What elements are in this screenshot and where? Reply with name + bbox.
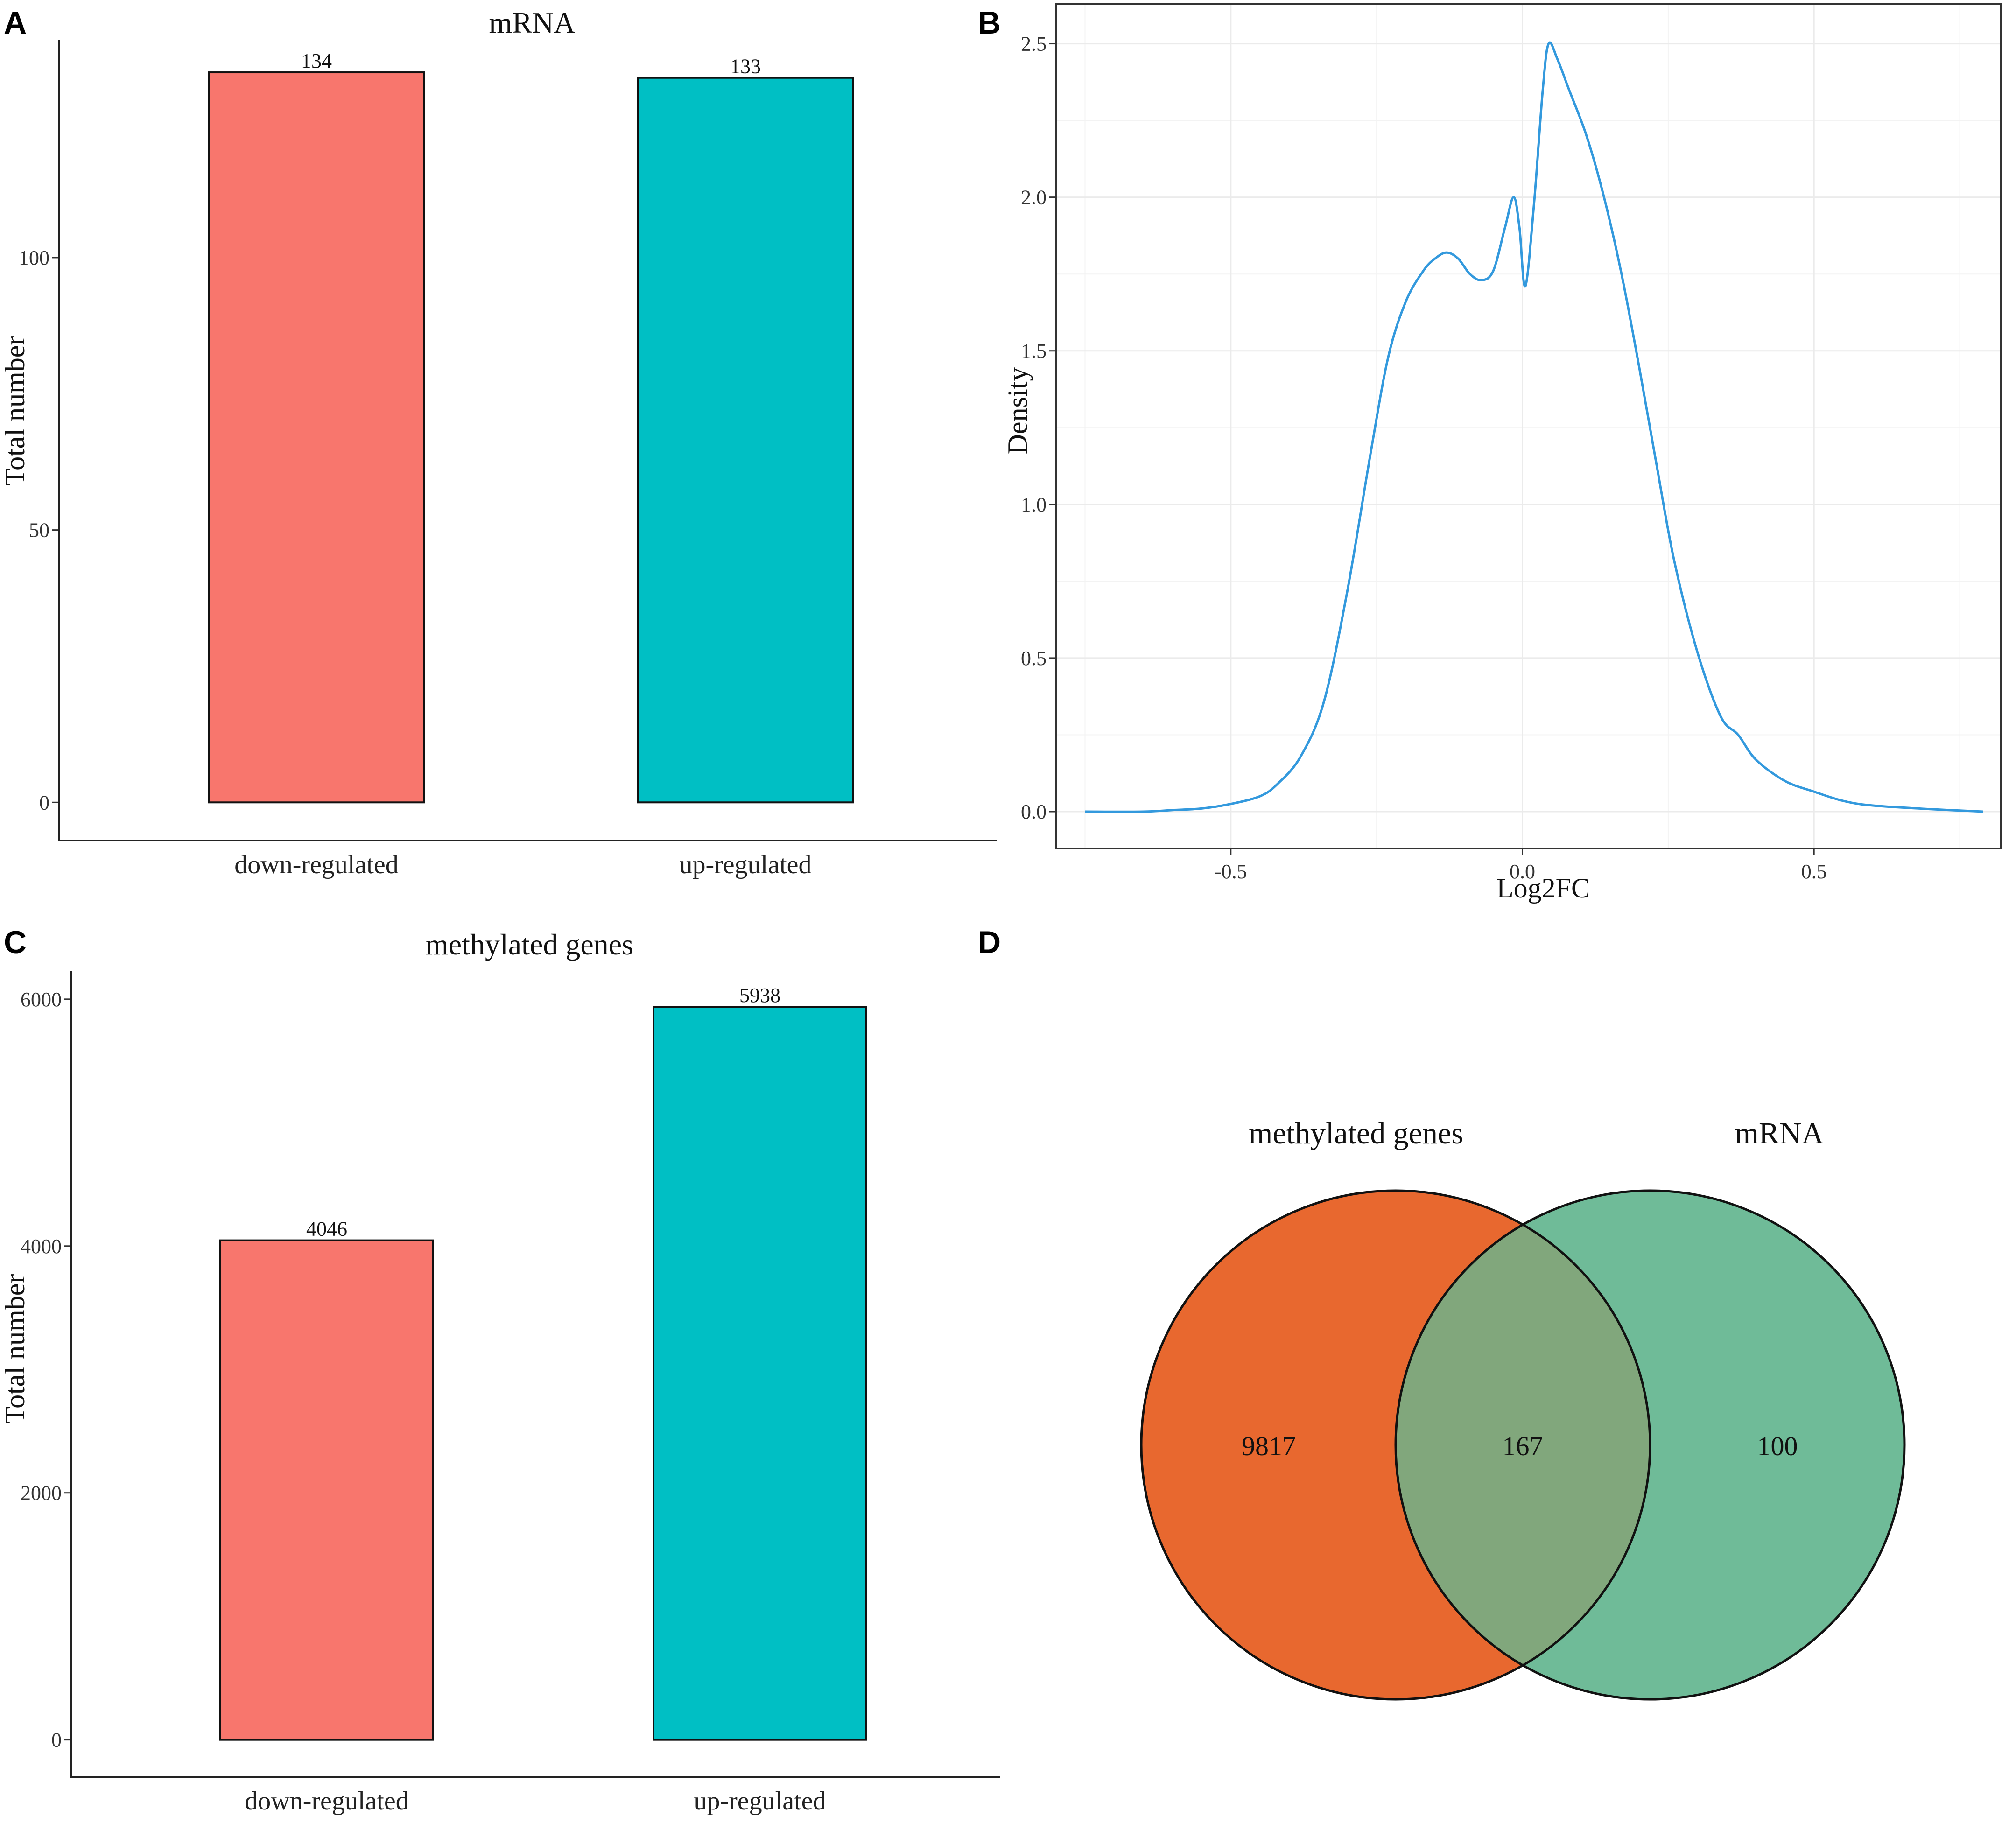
venn-value-only-methylated: 9817 bbox=[1242, 1431, 1296, 1461]
bar-value-label: 5938 bbox=[739, 984, 780, 1007]
panel-letter-a: A bbox=[4, 5, 27, 41]
x-category-label: up-regulated bbox=[680, 850, 812, 879]
panel-d: D methylated genes mRNA 9817 167 100 bbox=[978, 925, 1906, 1701]
bar-value-label: 133 bbox=[730, 55, 761, 78]
venn-value-only-mrna: 100 bbox=[1757, 1431, 1798, 1461]
panel-letter-d: D bbox=[978, 925, 1001, 960]
y-tick-label: 1.0 bbox=[1021, 493, 1047, 516]
x-tick-label: 0.5 bbox=[1801, 860, 1827, 883]
venn-circle-methylated-genes-outline bbox=[1140, 1189, 1651, 1701]
x-category-label: down-regulated bbox=[245, 1787, 408, 1816]
bar-down-regulated bbox=[219, 1239, 434, 1741]
y-tick-label: 1.5 bbox=[1021, 340, 1047, 363]
panel-b-grid bbox=[1056, 4, 2001, 848]
y-tick-label: 2.0 bbox=[1021, 186, 1047, 209]
panel-b-x-ticks: -0.5 0.0 0.5 bbox=[1215, 848, 1827, 883]
bar-up-regulated bbox=[653, 1006, 867, 1741]
panel-letter-c: C bbox=[4, 925, 27, 960]
y-tick-label: 100 bbox=[19, 246, 49, 269]
venn-intersection bbox=[1395, 1224, 1651, 1666]
x-category-label: up-regulated bbox=[694, 1787, 826, 1816]
venn-circle-mrna-outline bbox=[1394, 1189, 1906, 1701]
bar-down-regulated bbox=[208, 71, 425, 804]
bar-up-regulated bbox=[637, 77, 854, 804]
y-tick-label: 0 bbox=[51, 1729, 62, 1752]
panel-c-title: methylated genes bbox=[425, 928, 633, 961]
venn-label-methylated-genes: methylated genes bbox=[1249, 1116, 1463, 1150]
bar-value-label: 4046 bbox=[306, 1218, 347, 1241]
y-tick-label: 2.5 bbox=[1021, 33, 1047, 56]
panel-b-x-label: Log2FC bbox=[1496, 873, 1590, 904]
venn-value-intersection: 167 bbox=[1503, 1431, 1543, 1461]
bar-value-label: 134 bbox=[301, 49, 332, 72]
venn-label-mrna: mRNA bbox=[1735, 1116, 1824, 1150]
x-tick-label: 0.0 bbox=[1510, 860, 1535, 883]
panel-b-y-label: Density bbox=[1002, 367, 1033, 455]
y-tick-label: 0 bbox=[39, 791, 49, 814]
x-tick-label: -0.5 bbox=[1215, 860, 1247, 883]
panel-a-y-ticks: 0 50 100 bbox=[19, 246, 59, 814]
panel-b-plot-border bbox=[1055, 3, 2002, 849]
y-tick-label: 4000 bbox=[21, 1235, 62, 1258]
panel-b-y-ticks: 0.0 0.5 1.0 1.5 2.0 2.5 bbox=[1021, 33, 1056, 823]
panel-c-bars: 4046 5938 bbox=[219, 984, 867, 1741]
y-tick-label: 0.0 bbox=[1021, 800, 1047, 823]
panel-a-title: mRNA bbox=[489, 6, 576, 39]
panel-a-x-categories: down-regulated up-regulated bbox=[234, 850, 811, 879]
y-tick-label: 6000 bbox=[21, 988, 62, 1011]
panel-c: C 4046 5938 0 2000 4000 6000 down-regulated u… bbox=[0, 925, 1000, 1816]
panel-c-y-ticks: 0 2000 4000 6000 bbox=[21, 988, 71, 1752]
panel-b-density-line bbox=[1085, 41, 1983, 813]
panel-b: B 0.0 0.5 1.0 1.5 2.0 2.5 -0.5 0.0 0.5 Log2FC D… bbox=[978, 3, 2002, 904]
y-tick-label: 0.5 bbox=[1021, 647, 1047, 670]
panel-a: A 134 133 0 50 100 down-regulated up-regulat… bbox=[0, 5, 997, 879]
panel-c-y-label: Total number bbox=[0, 1274, 30, 1424]
panel-c-x-categories: down-regulated up-regulated bbox=[245, 1787, 826, 1816]
panel-a-y-label: Total number bbox=[0, 336, 30, 486]
panel-letter-b: B bbox=[978, 5, 1001, 41]
y-tick-label: 2000 bbox=[21, 1482, 62, 1505]
y-tick-label: 50 bbox=[29, 519, 49, 542]
x-category-label: down-regulated bbox=[234, 850, 398, 879]
panel-a-bars: 134 133 bbox=[208, 49, 854, 804]
